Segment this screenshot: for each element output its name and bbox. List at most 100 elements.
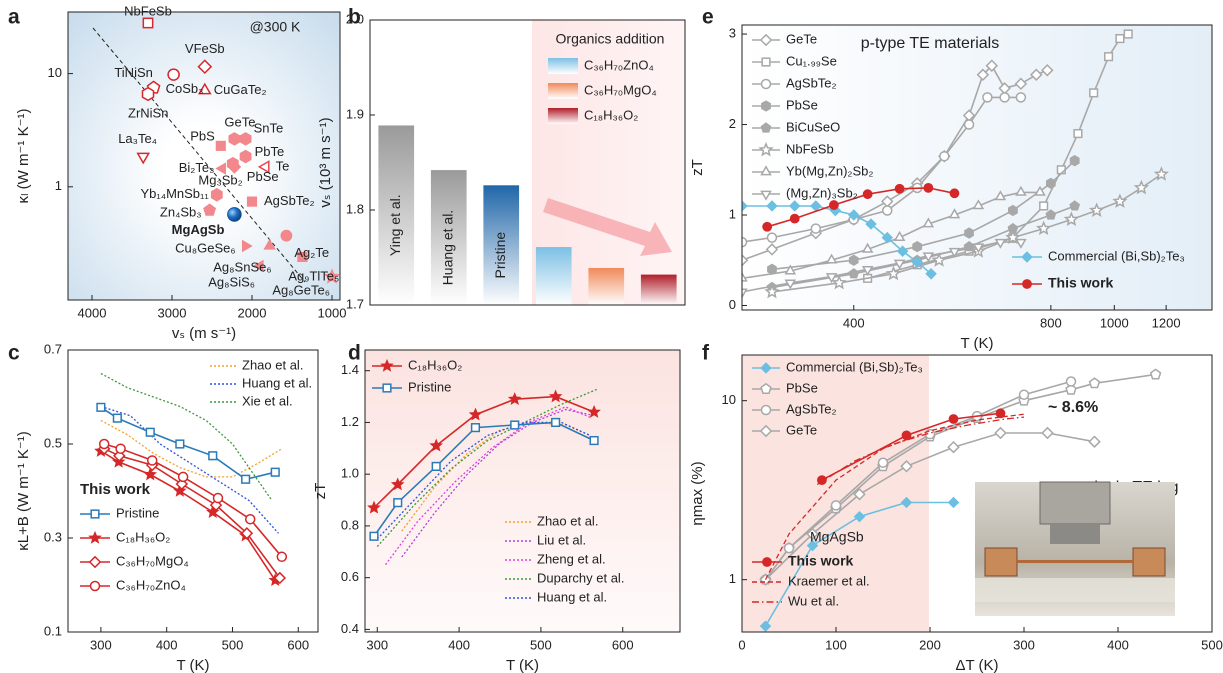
- legend-label: AgSbTe₂: [786, 401, 837, 416]
- panel-letter: a: [8, 6, 20, 29]
- marker: [468, 407, 483, 421]
- plot-background: [68, 12, 340, 300]
- point-label: ZrNiSn: [128, 105, 168, 120]
- x-axis-label: T (K): [960, 335, 993, 352]
- y-tick-label: 1: [55, 178, 62, 193]
- marker: [1034, 185, 1046, 196]
- legend-label: C₁₈H₃₆O₂: [116, 529, 170, 544]
- marker: [900, 496, 913, 509]
- x-tick-label: 500: [222, 637, 244, 652]
- marker: [142, 17, 154, 29]
- y-axis-label: zT: [689, 159, 706, 176]
- marker: [762, 557, 772, 567]
- annotation: p-type TE materials: [861, 35, 999, 52]
- marker: [806, 527, 819, 541]
- marker: [853, 488, 866, 501]
- annotation: @300 K: [250, 19, 301, 35]
- marker: [948, 247, 961, 258]
- marker: [241, 239, 253, 253]
- y-axis-label: ηmax (%): [689, 461, 706, 525]
- panel-letter: c: [8, 342, 20, 365]
- x-tick-label: 400: [448, 637, 470, 652]
- marker: [976, 68, 990, 81]
- marker: [760, 78, 772, 90]
- legend-label: C₃₆H₇₀ZnO₄: [116, 577, 186, 592]
- legend-label: C₃₆H₇₀MgO₄: [116, 553, 189, 568]
- marker: [431, 461, 441, 471]
- marker: [784, 279, 797, 290]
- marker: [429, 438, 443, 452]
- marker: [1103, 52, 1114, 62]
- bar-label: Ying et al.: [387, 194, 403, 256]
- panel: b 1.7 1.8 1.9 2.0 vₛ (10³ m s⁻¹) Organics addi…: [317, 6, 686, 311]
- y-tick-label: 2: [729, 116, 736, 131]
- marker: [949, 188, 960, 199]
- y-axis-label: κₗ (W m⁻¹ K⁻¹): [15, 109, 32, 204]
- marker: [1065, 376, 1077, 387]
- marker: [994, 426, 1007, 440]
- marker: [788, 200, 801, 212]
- marker: [862, 189, 873, 200]
- x-tick-label: 1200: [1152, 315, 1181, 330]
- panel-letter: f: [702, 342, 710, 365]
- legend-label: Commercial (Bi,Sb)₂Te₃: [1048, 248, 1185, 263]
- marker: [380, 358, 394, 372]
- y-tick-label: 0.4: [341, 621, 359, 636]
- series-line: [764, 380, 1072, 581]
- marker: [999, 92, 1010, 103]
- panel: a 4000 3000 2000 1000 1 10 vₛ (m s⁻¹) κₗ (W m⁻¹ …: [8, 3, 346, 342]
- x-axis-label: ΔT (K): [955, 657, 998, 673]
- marker: [994, 238, 1007, 249]
- marker: [764, 283, 780, 299]
- marker: [90, 509, 100, 519]
- marker: [367, 500, 381, 514]
- marker: [1045, 209, 1057, 220]
- shaded-region: [742, 355, 929, 632]
- marker: [297, 251, 308, 263]
- photo-inset: [975, 481, 1175, 616]
- panel-letter: d: [348, 342, 361, 365]
- x-tick-label: 1000: [1100, 315, 1129, 330]
- marker: [760, 165, 772, 176]
- marker: [1015, 238, 1027, 249]
- y-tick-label: 1.9: [346, 106, 364, 121]
- marker: [1063, 211, 1080, 226]
- point-label: Bi₂Te₃: [179, 160, 215, 175]
- marker: [810, 223, 822, 234]
- panel: f 0 100 200 300 400 500 1 10 ΔT (K) ηmax (%) ~ 8.6%…: [689, 342, 1223, 673]
- plot-background: [365, 350, 680, 632]
- legend-label: Cu₁.₉₉Se: [786, 53, 837, 68]
- marker: [1041, 426, 1054, 440]
- x-tick-label: 500: [1201, 637, 1223, 652]
- plot-area: [742, 29, 1169, 299]
- plot-area: [92, 17, 340, 284]
- marker: [861, 242, 874, 253]
- marker: [853, 510, 866, 523]
- marker: [252, 259, 264, 273]
- marker: [1022, 279, 1032, 289]
- marker: [89, 580, 101, 592]
- legend-label: Liu et al.: [537, 532, 586, 547]
- bar: [535, 247, 572, 305]
- point-label: Zn₄Sb₃: [160, 205, 202, 220]
- marker: [141, 86, 155, 102]
- x-tick-label: 4000: [78, 305, 107, 320]
- marker: [323, 268, 340, 284]
- marker: [1041, 64, 1054, 77]
- legend-title: This work: [80, 481, 151, 498]
- marker: [228, 132, 241, 146]
- legend-label: Duparchy et al.: [537, 570, 624, 585]
- point-label: Te: [276, 158, 290, 173]
- point-label: Ag₉TlTe₅: [288, 268, 339, 283]
- marker: [742, 271, 748, 282]
- y-tick-label: 1.7: [346, 296, 364, 311]
- marker: [761, 57, 771, 67]
- marker: [1036, 220, 1052, 236]
- marker: [912, 241, 923, 253]
- plot-frame: [364, 349, 681, 633]
- point-label: NbFeSb: [124, 3, 172, 18]
- marker: [197, 82, 212, 95]
- point-label: Cu₈GeSe₆: [175, 240, 236, 255]
- marker: [1046, 177, 1056, 189]
- legend-label: Xie et al.: [242, 393, 293, 408]
